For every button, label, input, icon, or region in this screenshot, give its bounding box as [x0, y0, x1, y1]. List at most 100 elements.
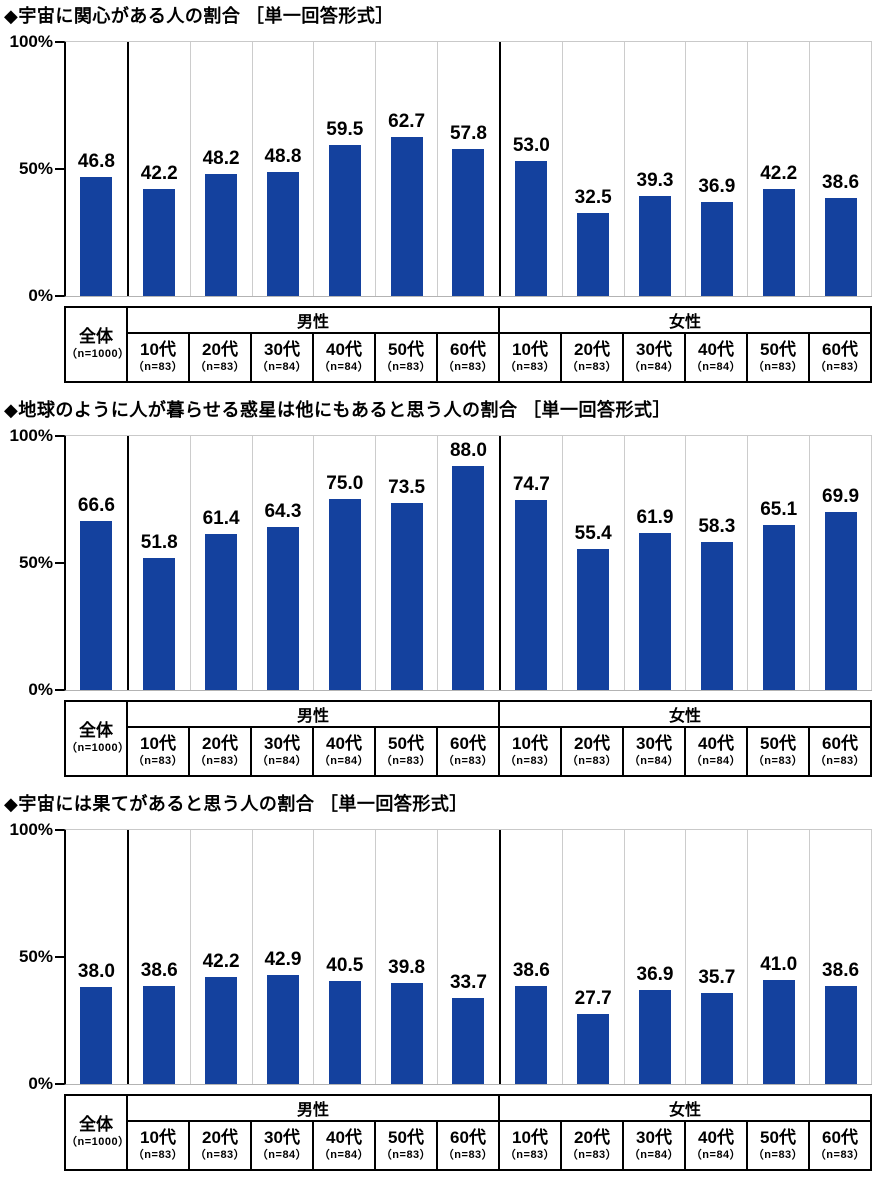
overall-n: （n=1000） — [66, 742, 130, 754]
bar-女性30代 — [639, 533, 672, 690]
bar-value-label: 57.8 — [449, 123, 487, 144]
bar-男性20代 — [205, 174, 238, 296]
table-age-cell: 30代 （n=84） — [622, 332, 686, 383]
y-axis-tick-label: 100% — [9, 820, 53, 839]
chart-title: ◆宇宙に関心がある人の割合 ［単一回答形式］ — [4, 6, 394, 26]
table-age-cell: 40代 （n=84） — [312, 1120, 376, 1171]
plot-column-男性10代: 38.6 — [129, 830, 191, 1084]
plot-column-女性20代: 27.7 — [563, 830, 625, 1084]
plot-area: 100% 50% 0% 38.0 38.6 42.2 42.9 40.5 39.8 33.7 38.… — [10, 820, 872, 1093]
age-label: 30代 — [636, 340, 672, 359]
age-n: （n=84） — [690, 755, 742, 767]
age-label: 50代 — [760, 1128, 796, 1147]
age-label: 10代 — [512, 734, 548, 753]
age-label: 10代 — [140, 1128, 176, 1147]
table-age-cell: 10代 （n=83） — [498, 1120, 562, 1171]
bar-value-label: 41.0 — [760, 954, 798, 975]
bar-value-label: 58.3 — [698, 516, 736, 537]
table-age-cell: 20代 （n=83） — [560, 726, 624, 777]
chart-title: ◆宇宙には果てがあると思う人の割合 ［単一回答形式］ — [4, 794, 468, 814]
plot-column-全体: 66.6 — [66, 436, 129, 690]
age-n: （n=83） — [442, 755, 494, 767]
bar-value-label: 38.0 — [77, 961, 115, 982]
plot-column-男性10代: 51.8 — [129, 436, 191, 690]
table-overall-cell: 全体 （n=1000） — [64, 700, 130, 777]
plot-area: 100% 50% 0% 46.8 42.2 48.2 48.8 59.5 62.7 57.8 53.… — [10, 32, 872, 305]
bar-女性20代 — [577, 1014, 610, 1084]
bar-男性50代 — [390, 503, 423, 690]
age-label: 30代 — [264, 340, 300, 359]
age-label: 40代 — [698, 1128, 734, 1147]
y-axis-tick — [55, 295, 64, 297]
age-label: 30代 — [636, 734, 672, 753]
plot-column-女性40代: 35.7 — [686, 830, 749, 1084]
plot-column-女性60代: 38.6 — [810, 830, 872, 1084]
table-age-cell: 30代 （n=84） — [250, 332, 314, 383]
overall-n: （n=1000） — [66, 348, 130, 360]
bar-女性50代 — [762, 980, 795, 1084]
bar-value-label: 59.5 — [326, 119, 364, 140]
age-n: （n=84） — [256, 755, 308, 767]
plot-column-男性50代: 39.8 — [376, 830, 439, 1084]
age-label: 50代 — [760, 340, 796, 359]
chart-title: ◆地球のように人が暮らせる惑星は他にもあると思う人の割合 ［単一回答形式］ — [4, 400, 671, 420]
bar-value-label: 53.0 — [512, 135, 550, 156]
bar-女性10代 — [515, 986, 548, 1084]
y-axis-tick — [55, 956, 64, 958]
bar-value-label: 36.9 — [636, 964, 674, 985]
bar-女性10代 — [515, 500, 548, 690]
plot-column-男性10代: 42.2 — [129, 42, 191, 296]
overall-n: （n=1000） — [66, 1136, 130, 1148]
plot-column-女性10代: 38.6 — [501, 830, 563, 1084]
table-age-cell: 30代 （n=84） — [250, 726, 314, 777]
age-n: （n=83） — [194, 361, 246, 373]
plot-column-男性20代: 61.4 — [191, 436, 253, 690]
bar-value-label: 40.5 — [326, 955, 364, 976]
table-age-cell: 30代 （n=84） — [622, 726, 686, 777]
plot-column-男性60代: 88.0 — [438, 436, 501, 690]
table-age-cell: 20代 （n=83） — [188, 1120, 252, 1171]
age-label: 20代 — [574, 340, 610, 359]
table-age-cell: 40代 （n=84） — [684, 1120, 748, 1171]
table-age-cell: 10代 （n=83） — [126, 1120, 190, 1171]
bar-value-label: 42.9 — [264, 949, 302, 970]
age-label: 30代 — [264, 734, 300, 753]
bar-value-label: 46.8 — [77, 151, 115, 172]
plot-column-女性40代: 36.9 — [686, 42, 749, 296]
plot-column-男性30代: 48.8 — [253, 42, 315, 296]
bar-value-label: 65.1 — [760, 499, 798, 520]
plot-column-男性40代: 75.0 — [314, 436, 377, 690]
age-n: （n=83） — [504, 361, 556, 373]
table-age-cell: 50代 （n=83） — [374, 332, 438, 383]
age-n: （n=83） — [194, 1149, 246, 1161]
bar-女性20代 — [577, 213, 610, 296]
bar-女性30代 — [639, 196, 672, 296]
y-axis-tick — [55, 435, 64, 437]
table-group-header: 男性 — [126, 306, 500, 334]
category-table-grid: 全体 （n=1000） 男性 女性 10代 （n=83） 20代 （n=83） 30代 （n=84… — [64, 1094, 872, 1171]
bar-全体 — [80, 987, 113, 1084]
y-axis-tick-label: 0% — [28, 1074, 53, 1093]
bar-value-label: 39.8 — [388, 957, 426, 978]
age-n: （n=83） — [380, 1149, 432, 1161]
plot-column-男性40代: 40.5 — [314, 830, 377, 1084]
bar-value-label: 35.7 — [698, 967, 736, 988]
bar-value-label: 42.2 — [760, 163, 798, 184]
plot-column-女性60代: 69.9 — [810, 436, 872, 690]
table-age-cell: 10代 （n=83） — [126, 332, 190, 383]
bar-女性60代 — [824, 986, 857, 1084]
bar-男性10代 — [143, 986, 176, 1084]
plot-column-女性40代: 58.3 — [686, 436, 749, 690]
plot-column-女性50代: 65.1 — [748, 436, 811, 690]
table-age-cell: 50代 （n=83） — [746, 726, 810, 777]
bar-value-label: 74.7 — [512, 474, 550, 495]
overall-label: 全体 — [79, 327, 113, 346]
plot-column-男性50代: 62.7 — [376, 42, 439, 296]
plot-column-女性10代: 74.7 — [501, 436, 563, 690]
bar-女性40代 — [700, 993, 733, 1084]
bar-女性30代 — [639, 990, 672, 1084]
table-age-cell: 20代 （n=83） — [188, 332, 252, 383]
bar-value-label: 39.3 — [636, 170, 674, 191]
y-axis-tick-label: 100% — [9, 32, 53, 51]
y-axis-tick — [55, 41, 64, 43]
